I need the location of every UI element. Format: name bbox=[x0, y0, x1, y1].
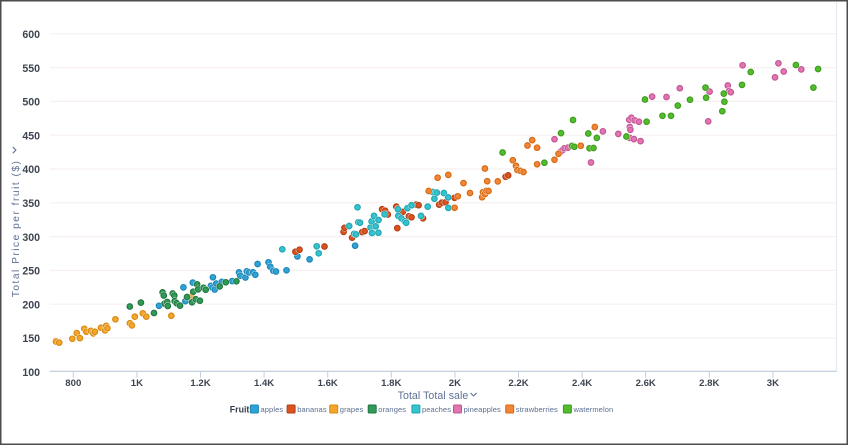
svg-text:200: 200 bbox=[22, 299, 40, 311]
svg-text:2.2K: 2.2K bbox=[508, 378, 528, 389]
svg-text:350: 350 bbox=[22, 198, 40, 210]
svg-text:400: 400 bbox=[22, 164, 40, 176]
svg-text:1.6K: 1.6K bbox=[318, 378, 338, 389]
svg-text:2K: 2K bbox=[449, 378, 461, 389]
svg-text:1.8K: 1.8K bbox=[381, 378, 401, 389]
svg-text:watermelon: watermelon bbox=[573, 405, 614, 414]
svg-text:2.6K: 2.6K bbox=[636, 378, 656, 389]
svg-text:strawberries: strawberries bbox=[516, 405, 558, 414]
svg-text:550: 550 bbox=[22, 63, 40, 75]
svg-text:Total Price per fruit ($): Total Price per fruit ($) bbox=[11, 160, 22, 298]
svg-text:oranges: oranges bbox=[378, 405, 406, 414]
svg-text:Total Total sale: Total Total sale bbox=[398, 390, 469, 402]
svg-text:100: 100 bbox=[22, 367, 40, 379]
svg-text:800: 800 bbox=[65, 378, 81, 389]
svg-text:2.4K: 2.4K bbox=[572, 378, 592, 389]
svg-text:2.8K: 2.8K bbox=[699, 378, 719, 389]
svg-text:grapes: grapes bbox=[340, 405, 364, 414]
svg-text:300: 300 bbox=[22, 232, 40, 244]
svg-text:peaches: peaches bbox=[422, 405, 451, 414]
svg-text:600: 600 bbox=[22, 29, 40, 41]
svg-text:500: 500 bbox=[22, 97, 40, 109]
svg-text:450: 450 bbox=[22, 130, 40, 142]
svg-text:Fruit: Fruit bbox=[230, 405, 250, 415]
svg-text:3K: 3K bbox=[767, 378, 779, 389]
svg-text:1K: 1K bbox=[131, 378, 143, 389]
svg-text:1.2K: 1.2K bbox=[190, 378, 210, 389]
svg-text:bananas: bananas bbox=[297, 405, 327, 414]
svg-text:1.4K: 1.4K bbox=[254, 378, 274, 389]
svg-text:150: 150 bbox=[22, 333, 40, 345]
svg-text:apples: apples bbox=[261, 405, 284, 414]
svg-text:pineapples: pineapples bbox=[464, 405, 501, 414]
svg-text:250: 250 bbox=[22, 266, 40, 278]
